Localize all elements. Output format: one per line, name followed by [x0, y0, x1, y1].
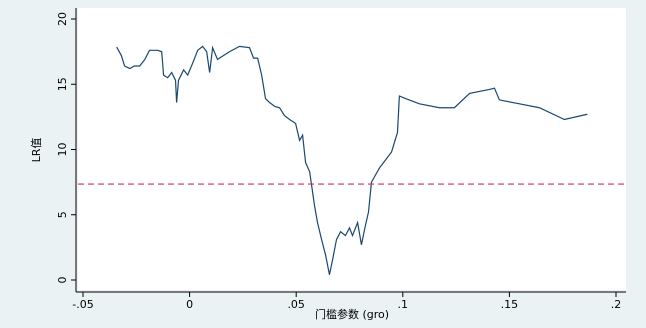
x-tick-label: .15 [501, 298, 519, 311]
x-tick-label: .2 [611, 298, 622, 311]
y-tick-label: 0 [56, 277, 69, 284]
y-axis-label: LR值 [30, 138, 43, 163]
x-tick-label: -.05 [72, 298, 93, 311]
y-tick-label: 5 [56, 211, 69, 218]
x-axis-label: 门槛参数 (gro) [315, 307, 389, 321]
plot-area [78, 8, 626, 290]
x-tick-label: .05 [287, 298, 305, 311]
x-tick-label: .1 [398, 298, 409, 311]
y-tick-label: 15 [56, 77, 69, 91]
data-line [116, 45, 588, 275]
y-tick-label: 20 [56, 12, 69, 26]
x-tick-label: 0 [186, 298, 193, 311]
y-tick-label: 10 [56, 143, 69, 157]
